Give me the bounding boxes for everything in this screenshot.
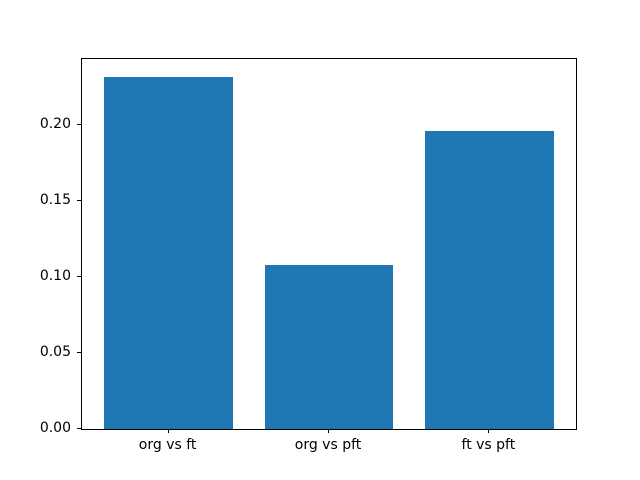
x-tick-mark: [488, 429, 490, 433]
x-tick-mark: [167, 429, 169, 433]
y-tick-label: 0.05: [39, 344, 71, 361]
x-tick-label: ft vs pft: [461, 437, 516, 453]
y-tick-mark: [77, 200, 81, 202]
y-tick-mark: [77, 276, 81, 278]
bar-org-vs-ft: [104, 76, 233, 429]
bar-ft-vs-pft: [425, 131, 554, 429]
y-tick-label: 0.10: [39, 268, 71, 285]
plot-area: [81, 58, 577, 430]
y-tick-mark: [77, 124, 81, 126]
x-tick-mark: [328, 429, 329, 433]
y-tick-label: 0.20: [39, 116, 71, 133]
y-tick-mark: [77, 428, 81, 429]
x-tick-label: org vs pft: [294, 437, 362, 453]
x-tick-label: org vs ft: [138, 437, 197, 453]
bar-org-vs-pft: [264, 264, 394, 429]
y-tick-mark: [77, 352, 81, 354]
y-tick-label: 0.15: [39, 192, 71, 209]
y-tick-label: 0.00: [39, 420, 71, 436]
